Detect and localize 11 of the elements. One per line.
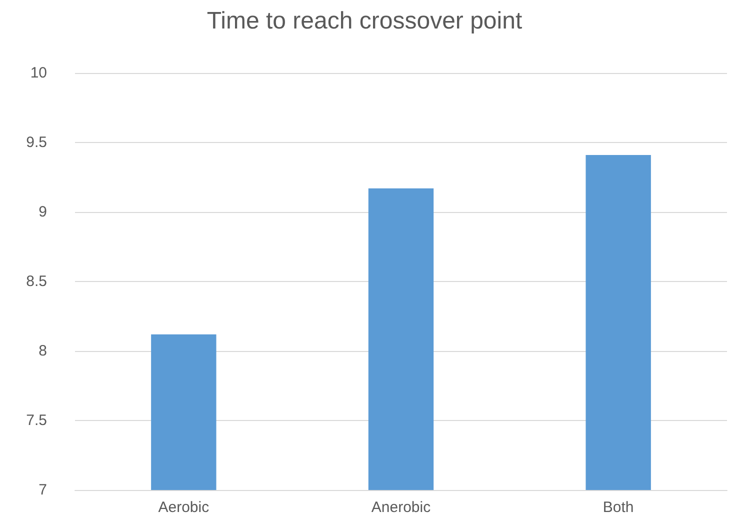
y-tick-label: 10 (30, 64, 47, 82)
y-tick-label: 7.5 (26, 412, 47, 429)
y-tick-label: 8 (38, 342, 47, 360)
chart-title: Time to reach crossover point (206, 8, 522, 34)
y-tick-label: 7 (38, 482, 47, 498)
y-tick-label: 9 (38, 204, 47, 220)
y-tick-label: 8.5 (26, 273, 47, 290)
y-tick-label: 9.5 (26, 134, 47, 151)
x-tick-label: Both (602, 499, 634, 516)
x-tick-label: Anerobic (371, 499, 432, 516)
x-tick-label: Aerobic (158, 499, 210, 516)
